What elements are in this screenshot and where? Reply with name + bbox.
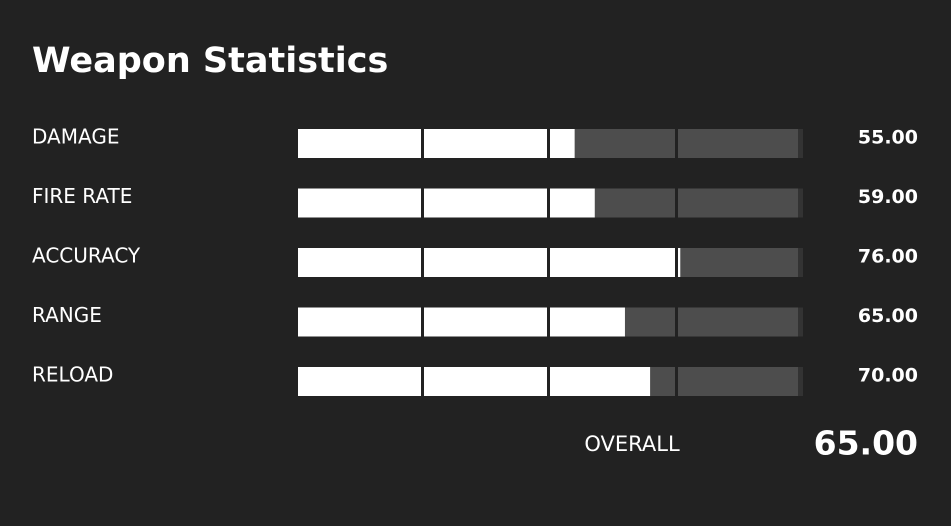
overall-label: OVERALL	[584, 432, 680, 456]
bar-end	[798, 367, 803, 396]
stat-value: 55.00	[858, 127, 918, 149]
bar-gap	[421, 367, 424, 396]
bar-gap	[547, 188, 550, 218]
bar-gap	[421, 307, 424, 337]
bar-fill	[298, 129, 575, 158]
bar-fill	[298, 307, 625, 337]
overall-value: 65.00	[814, 424, 918, 463]
stat-label: RANGE	[32, 303, 102, 327]
bar-end	[798, 129, 803, 158]
stat-value: 65.00	[858, 305, 918, 327]
bar-gap	[675, 307, 678, 337]
bar-gap	[547, 129, 550, 158]
bar-gap	[547, 307, 550, 337]
stat-label: FIRE RATE	[32, 184, 132, 208]
bar-gap	[421, 248, 424, 277]
stat-label: RELOAD	[32, 363, 113, 387]
bar-end	[798, 248, 803, 277]
title: Weapon Statistics	[32, 41, 388, 81]
stat-value: 70.00	[858, 365, 918, 387]
stat-value: 76.00	[858, 246, 918, 268]
bar-fill	[298, 188, 595, 218]
stat-label: ACCURACY	[32, 244, 141, 268]
bar-gap	[547, 367, 550, 396]
bar-gap	[675, 129, 678, 158]
bar-gap	[421, 129, 424, 158]
bar-gap	[547, 248, 550, 277]
stat-label: DAMAGE	[32, 125, 119, 149]
bar-gap	[421, 188, 424, 218]
bar-gap	[675, 188, 678, 218]
bar-gap	[675, 367, 678, 396]
bar-fill	[298, 367, 651, 396]
stat-value: 59.00	[858, 186, 918, 208]
bar-gap	[675, 248, 678, 277]
bar-end	[798, 307, 803, 337]
bar-fill	[298, 248, 681, 277]
bar-end	[798, 188, 803, 218]
